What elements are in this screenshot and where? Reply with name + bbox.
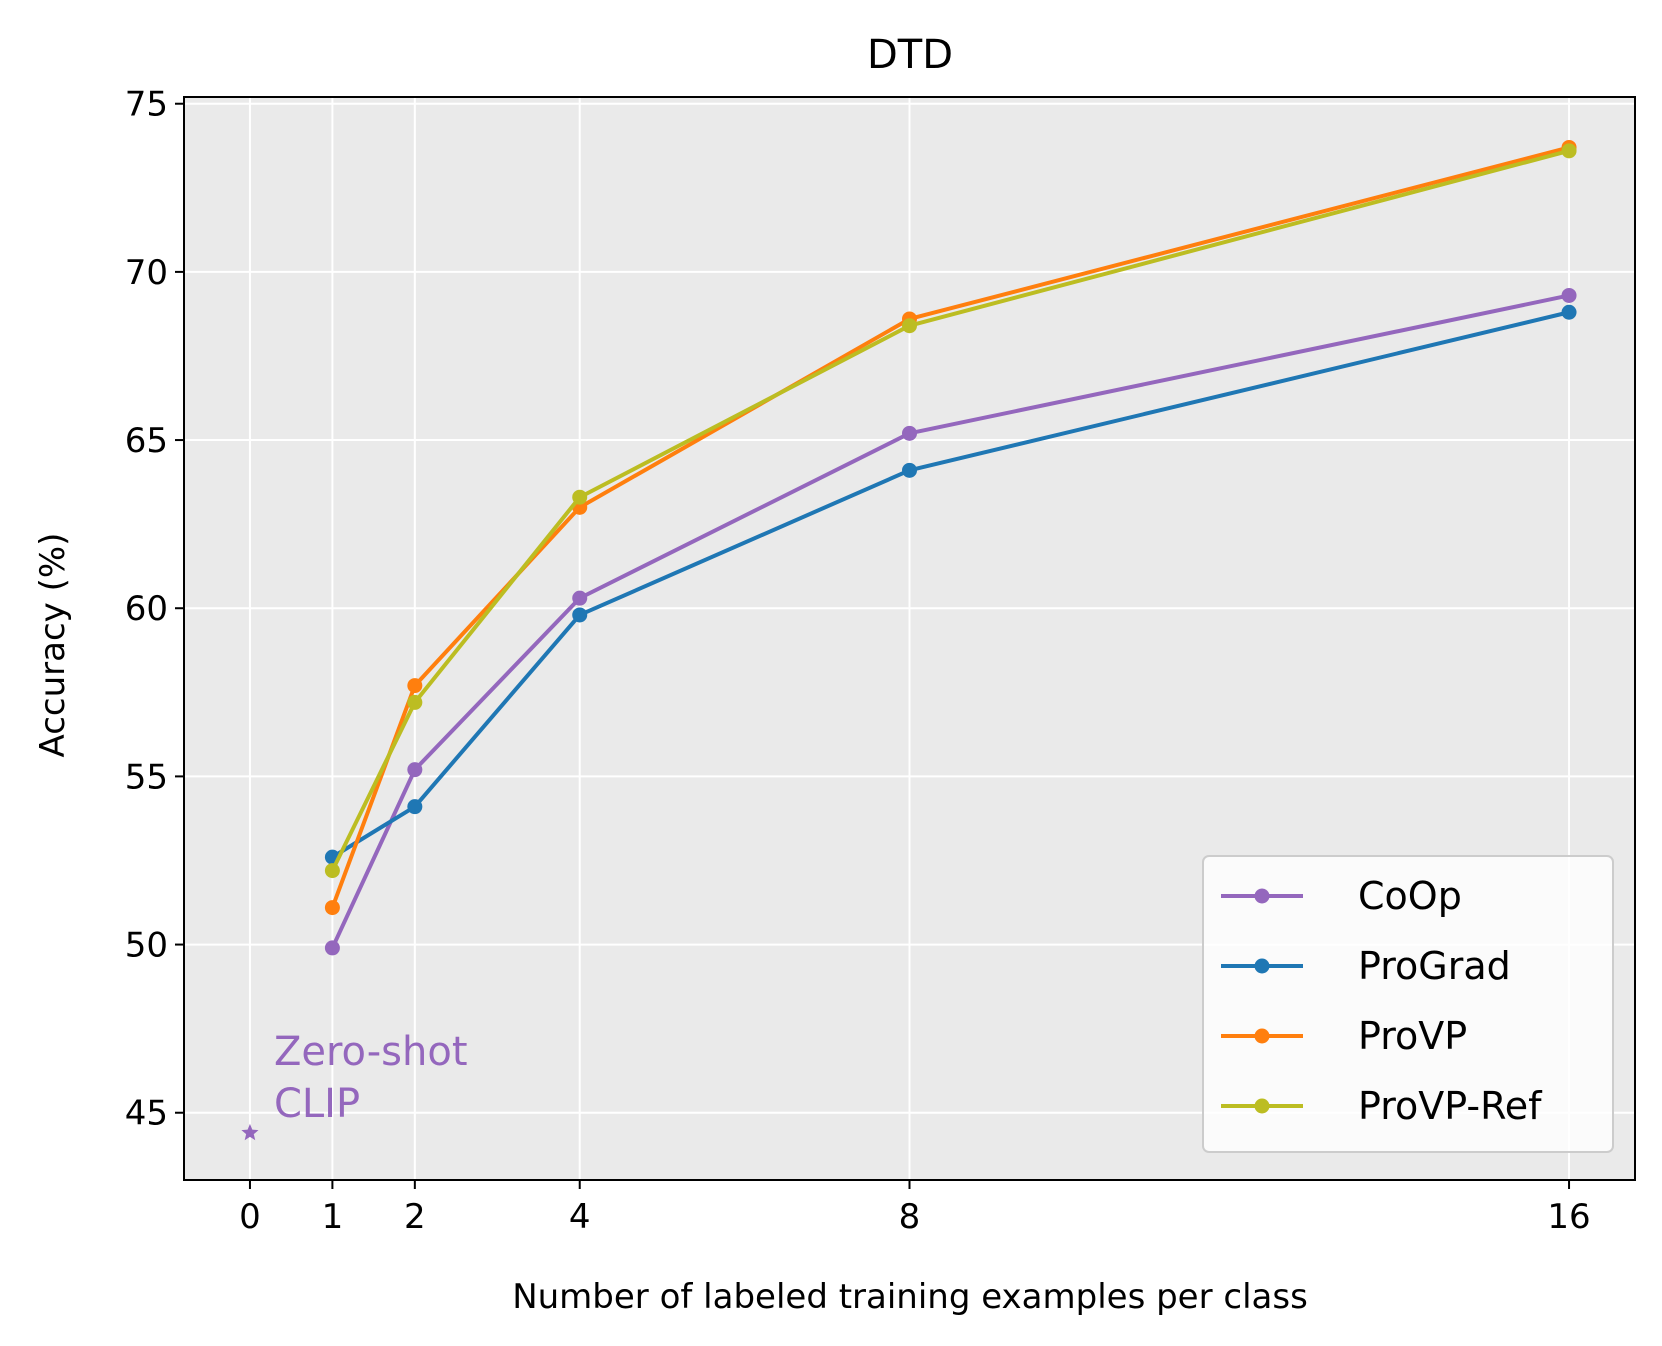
legend-label-provp: ProVP (1358, 1014, 1467, 1058)
x-tick-label-1: 1 (322, 1197, 344, 1237)
series-point-coop-x16 (1561, 287, 1577, 303)
series-point-provp-ref-x4 (572, 489, 588, 505)
y-tick-label-50: 50 (125, 926, 168, 966)
chart-title: DTD (867, 32, 953, 78)
series-point-provp-ref-x16 (1561, 143, 1577, 159)
series-point-prograd-x16 (1561, 304, 1577, 320)
series-point-prograd-x4 (572, 607, 588, 623)
x-tick-label-4: 4 (569, 1197, 591, 1237)
legend-marker-provp-ref (1254, 1098, 1270, 1114)
series-point-provp-ref-x1 (324, 863, 340, 879)
legend-marker-coop (1254, 888, 1270, 904)
legend: CoOp ProGrad ProVP ProVP-Ref (1202, 855, 1614, 1153)
legend-marker-prograd (1254, 958, 1270, 974)
legend-label-coop: CoOp (1358, 874, 1462, 918)
legend-label-provp-ref: ProVP-Ref (1358, 1084, 1543, 1128)
series-point-provp-ref-x8 (902, 318, 917, 334)
legend-label-prograd: ProGrad (1358, 944, 1511, 988)
x-tick-label-8: 8 (899, 1197, 921, 1237)
series-point-provp-x2 (407, 678, 423, 694)
zero-shot-label-line-2: CLIP (274, 1081, 360, 1127)
x-axis-label: Number of labeled training examples per … (512, 1277, 1308, 1317)
legend-marker-provp (1254, 1028, 1270, 1044)
x-tick-label-2: 2 (404, 1197, 426, 1237)
y-tick-label-65: 65 (125, 421, 168, 461)
y-tick-label-70: 70 (125, 253, 168, 293)
axes-frame (183, 96, 1636, 1181)
y-tick-label-55: 55 (125, 757, 168, 797)
y-tick-label-45: 45 (125, 1094, 168, 1134)
plot-area: 0 1 2 4 8 16 45 50 55 60 65 70 75 Zero-shot CLIP (125, 85, 1636, 1237)
series-point-coop-x4 (572, 590, 588, 606)
series-point-provp-ref-x2 (407, 694, 423, 710)
series-point-coop-x8 (902, 425, 917, 441)
series-point-provp-x1 (324, 900, 340, 916)
y-tick-label-60: 60 (125, 589, 168, 629)
legend-box (1202, 855, 1614, 1153)
x-tick-label-0: 0 (239, 1197, 261, 1237)
series-point-prograd-x2 (407, 799, 423, 815)
series-point-coop-x1 (324, 940, 340, 956)
series-point-coop-x2 (407, 762, 423, 778)
zero-shot-label-line-1: Zero-shot (274, 1029, 468, 1075)
zero-shot-star-marker (241, 1123, 259, 1141)
y-tick-label-75: 75 (125, 85, 168, 125)
y-axis-label: Accuracy (%) (33, 533, 73, 758)
series-point-prograd-x8 (902, 462, 917, 478)
x-tick-label-16: 16 (1547, 1197, 1590, 1237)
